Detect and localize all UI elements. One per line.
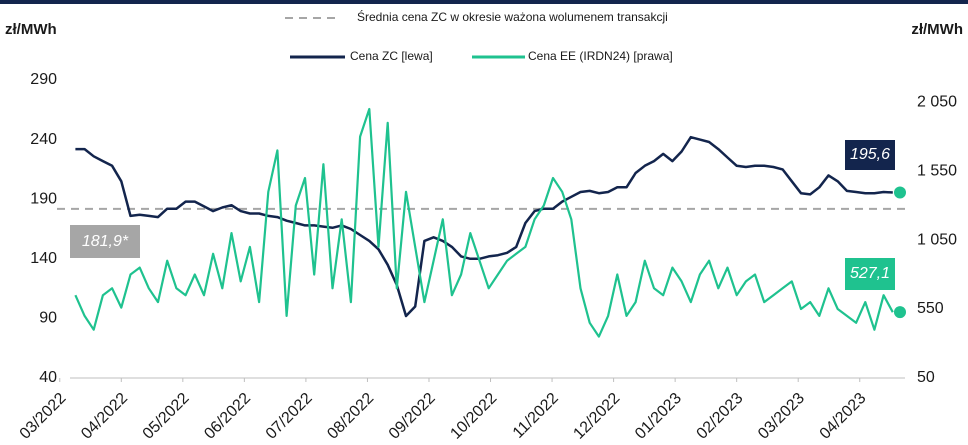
- x-tick-label: 04/2023: [817, 390, 870, 443]
- x-tick-label: 10/2022: [447, 390, 500, 443]
- x-tick-label: 11/2022: [510, 390, 562, 442]
- x-tick-label: 08/2022: [324, 390, 377, 443]
- value-box: [845, 140, 895, 170]
- legend-label: Cena EE (IRDN24) [prawa]: [528, 49, 673, 63]
- end-dot: [894, 306, 906, 319]
- x-tick-label: 03/2023: [755, 390, 808, 443]
- value-label: 527,1: [850, 265, 890, 282]
- value-label: 195,6: [850, 146, 890, 163]
- y-tick-label: 90: [39, 310, 57, 327]
- x-tick-label: 05/2022: [140, 390, 193, 443]
- x-tick-label: 07/2022: [263, 390, 316, 443]
- x-tick-label: 06/2022: [201, 390, 254, 443]
- y2-tick-label: 1 550: [917, 162, 957, 179]
- legend-label: Cena ZC [lewa]: [350, 49, 433, 63]
- y2-axis-label: zł/MWh: [911, 21, 963, 38]
- y-tick-label: 290: [30, 71, 57, 88]
- value-box: [845, 258, 895, 290]
- x-tick-label: 12/2022: [570, 390, 623, 443]
- y-tick-label: 140: [30, 250, 57, 267]
- legend-label: Średnia cena ZC w okresie ważona wolumen…: [357, 9, 668, 24]
- series-line: [75, 135, 893, 318]
- top-border: [0, 0, 968, 4]
- x-tick-label: 09/2022: [386, 390, 439, 443]
- x-tick-label: 01/2023: [632, 390, 685, 443]
- end-dot: [894, 186, 906, 199]
- x-tick-label: 04/2022: [78, 390, 131, 443]
- y2-tick-label: 1 050: [917, 231, 957, 248]
- y2-tick-label: 550: [917, 300, 944, 317]
- value-box: [70, 225, 140, 258]
- y-tick-label: 240: [30, 131, 57, 148]
- x-tick-label: 02/2023: [694, 390, 747, 443]
- y2-tick-label: 50: [917, 369, 935, 386]
- y-tick-label: 190: [30, 190, 57, 207]
- y2-tick-label: 2 050: [917, 93, 957, 110]
- y-tick-label: 40: [39, 369, 57, 386]
- y-axis-label: zł/MWh: [5, 21, 57, 38]
- series-line: [74, 107, 894, 338]
- value-label: 181,9*: [82, 233, 129, 250]
- x-tick-label: 03/2022: [17, 390, 70, 443]
